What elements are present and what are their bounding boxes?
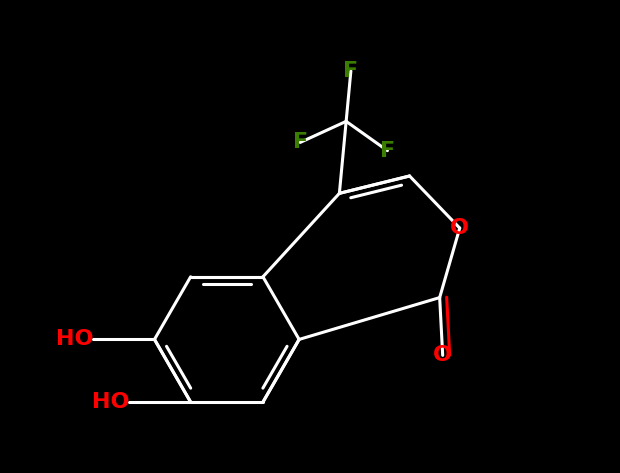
Text: O: O xyxy=(433,345,452,365)
Text: HO: HO xyxy=(92,392,129,412)
Text: F: F xyxy=(293,132,308,152)
Text: HO: HO xyxy=(56,329,93,350)
Text: F: F xyxy=(343,61,358,81)
Text: O: O xyxy=(450,218,469,238)
Text: F: F xyxy=(380,140,395,161)
